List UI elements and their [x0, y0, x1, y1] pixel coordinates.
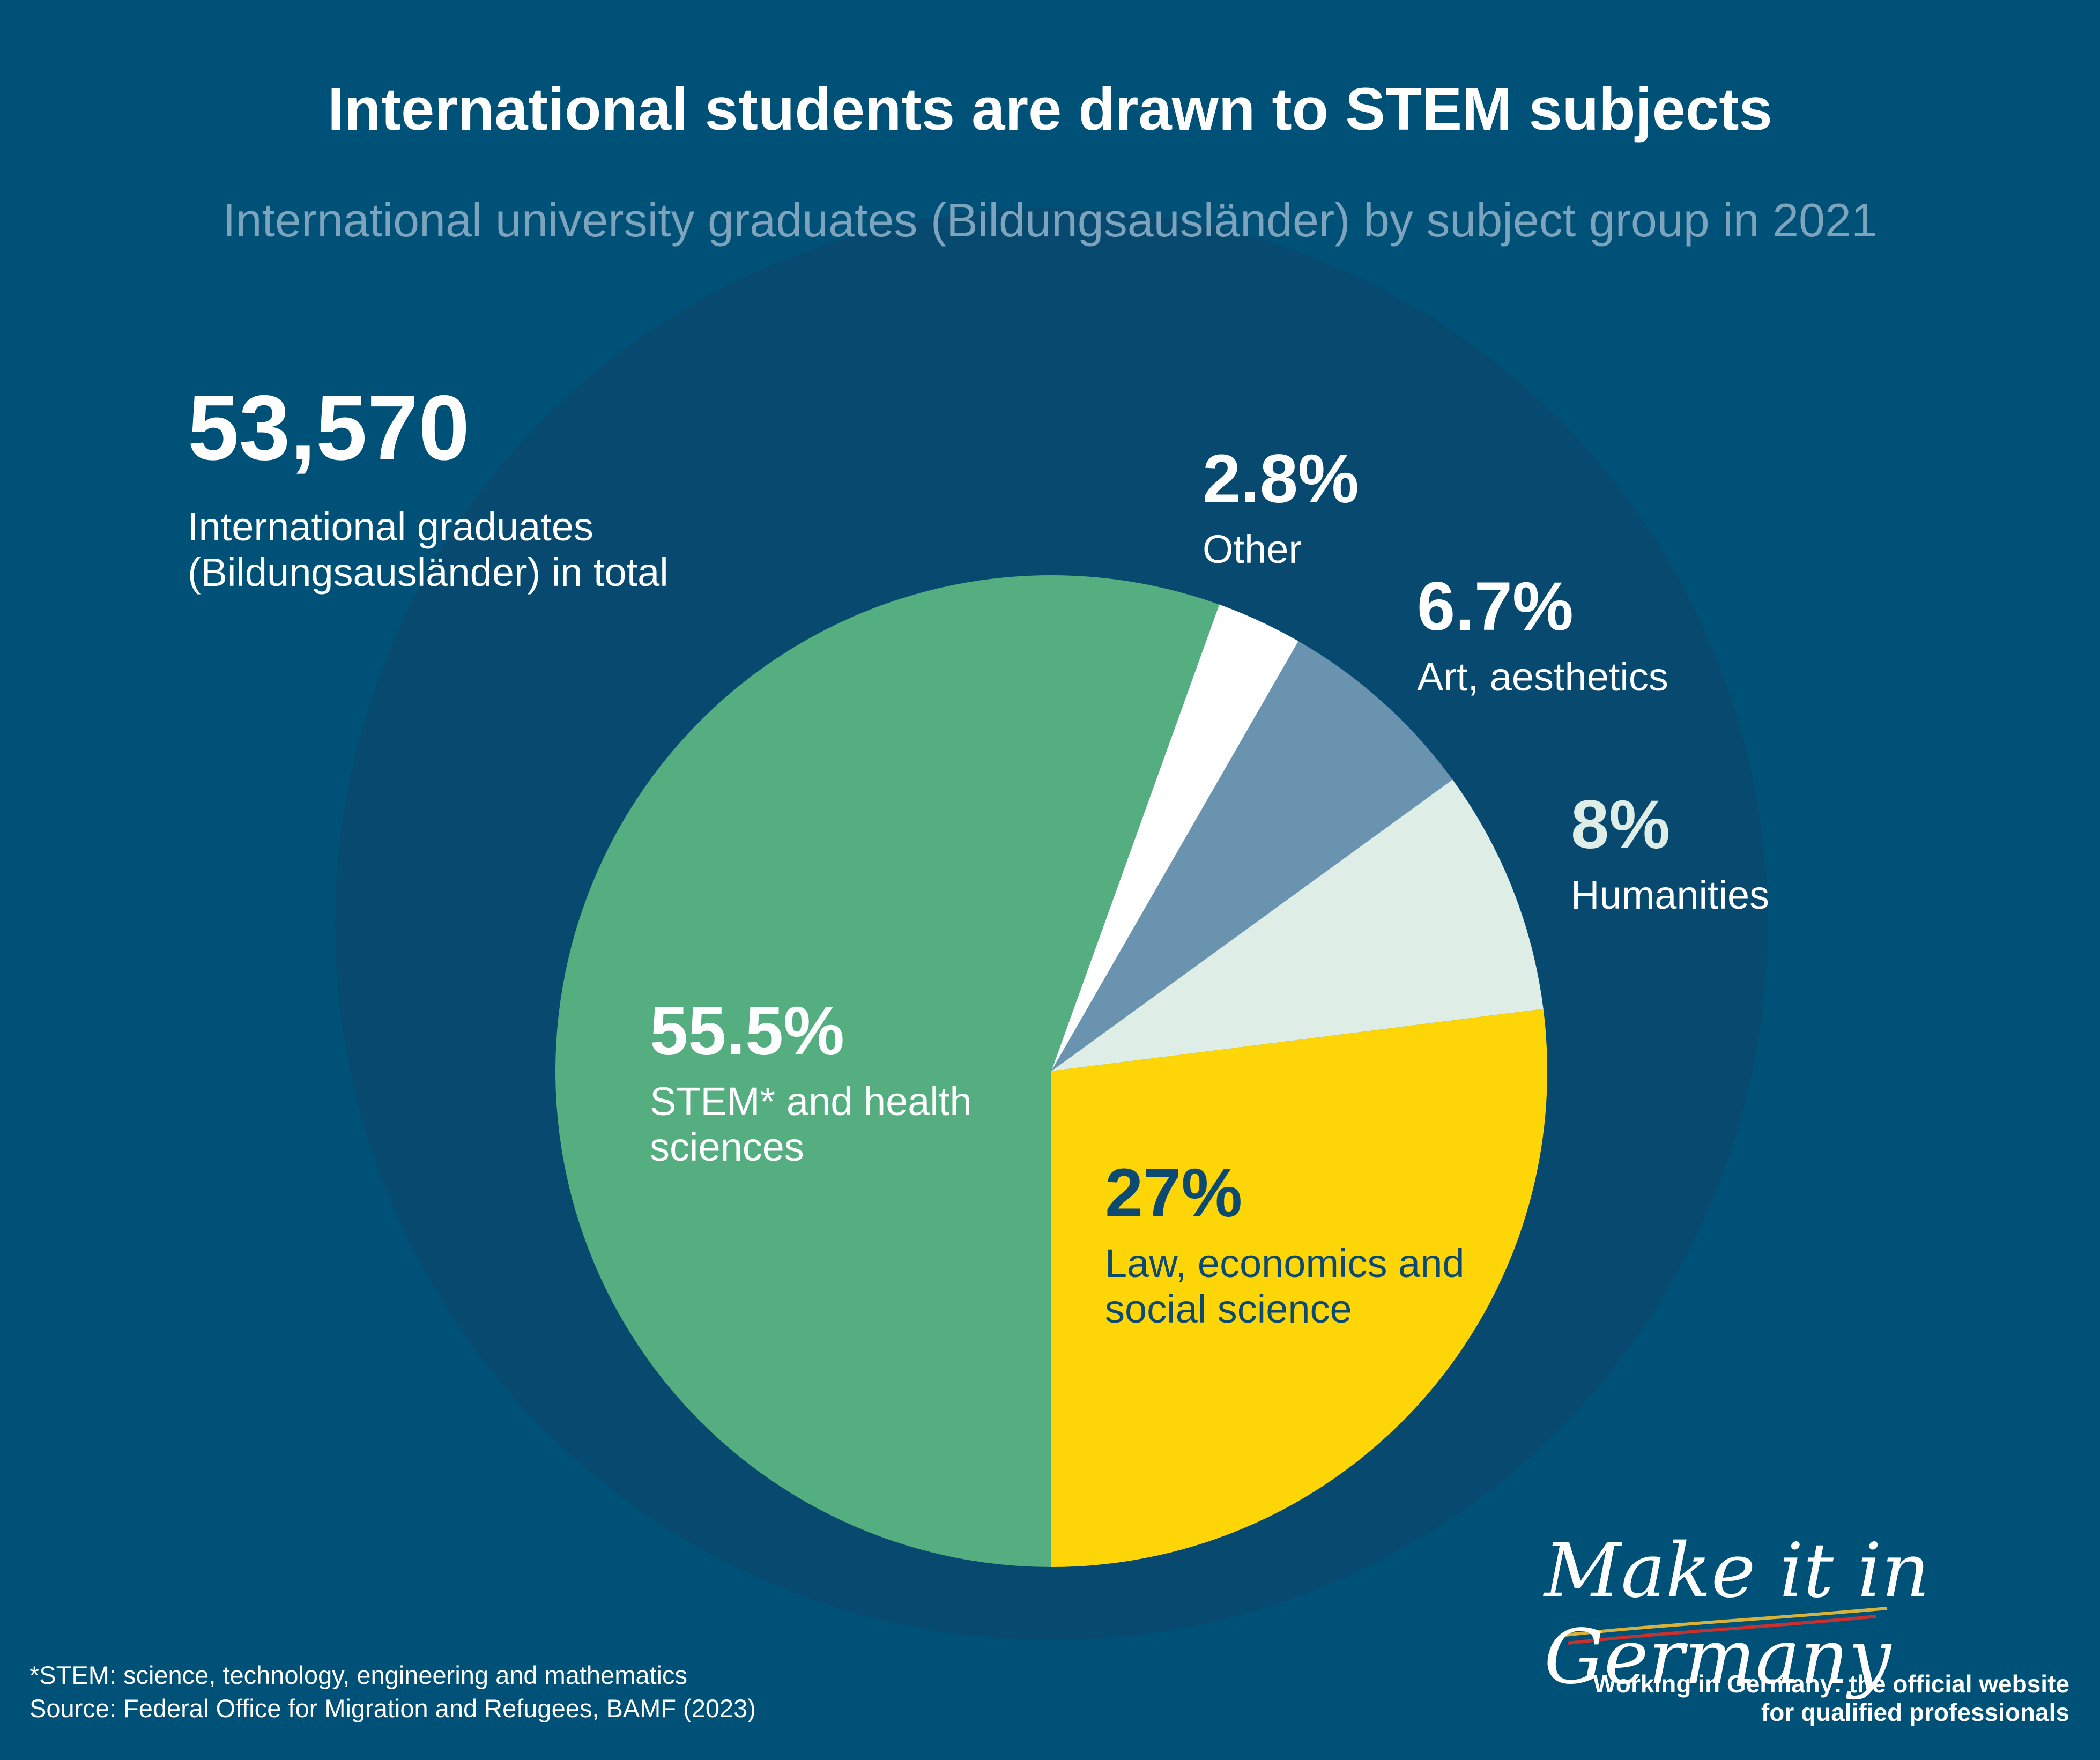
slice-value-label: 55.5%	[650, 993, 844, 1070]
footnote: *STEM: science, technology, engineering …	[29, 1661, 688, 1689]
pie-slice	[1051, 1009, 1547, 1567]
logo-stripe	[1565, 1607, 1888, 1637]
slice-value-label: 2.8%	[1203, 441, 1359, 517]
slice-value-label: 6.7%	[1417, 568, 1574, 645]
slice-category-label: Humanities	[1571, 873, 1770, 917]
slice-category-label: STEM* and health sciences	[650, 1079, 972, 1170]
pie-slice	[555, 575, 1220, 1567]
pie-slice	[1051, 641, 1453, 1071]
chart-subtitle: International university graduates (Bild…	[222, 194, 1878, 247]
total-value: 53,570	[188, 376, 470, 479]
source: Source: Federal Office for Migration and…	[29, 1694, 756, 1722]
slice-category-label: Law, economics and social science	[1105, 1241, 1465, 1332]
tagline: Working in Germany: the official website…	[1593, 1670, 2069, 1726]
logo: Make it in Germany	[1544, 1527, 1930, 1701]
pie	[555, 575, 1547, 1567]
total-label: International graduates (Bildungsausländ…	[188, 504, 669, 595]
logo-stripe	[1568, 1615, 1877, 1645]
slice-category-label: Art, aesthetics	[1417, 655, 1668, 699]
slice-value-label: 8%	[1571, 786, 1670, 863]
pie-slice	[1051, 604, 1298, 1071]
slice-category-label: Other	[1203, 527, 1302, 571]
slice-value-label: 27%	[1105, 1155, 1243, 1231]
pie-slice	[1051, 779, 1544, 1071]
chart-title: International students are drawn to STEM…	[328, 76, 1772, 143]
